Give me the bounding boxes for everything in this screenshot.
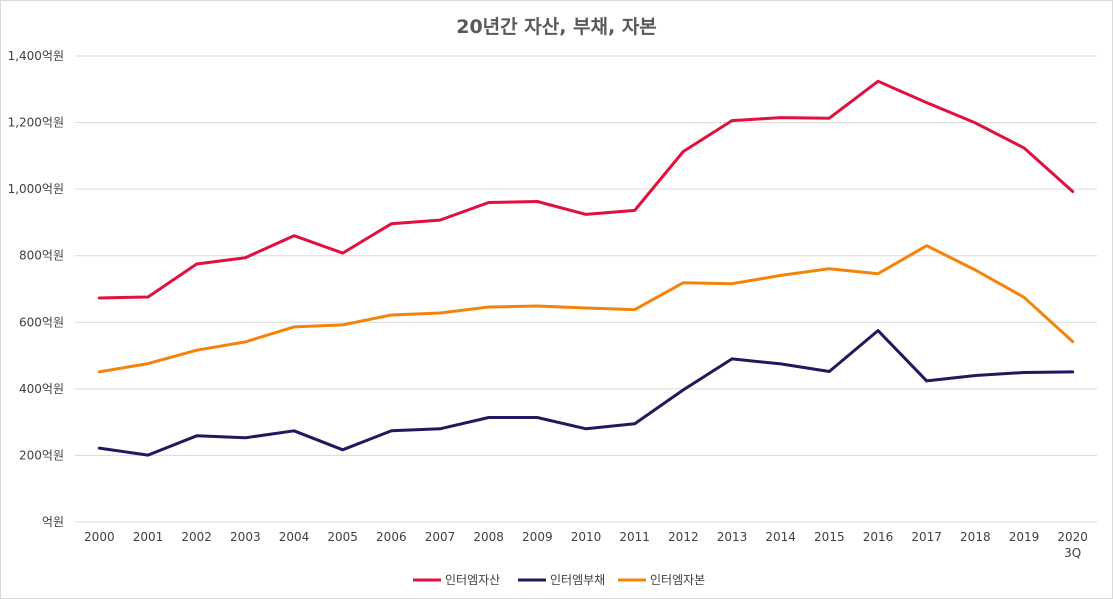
x-tick-label: 2002 [181,530,212,544]
grid-lines [75,55,1097,523]
x-tick-label: 2011 [619,530,650,544]
x-tick-label: 2009 [522,530,553,544]
legend-label-2: 인터엠자본 [650,573,705,587]
x-tick-label: 2006 [376,530,407,544]
y-tick-label: 1,000억원 [8,182,64,196]
x-tick-label: 2004 [279,530,310,544]
x-tick-label: 2018 [960,530,991,544]
x-tick-label: 2003 [230,530,261,544]
y-tick-label: 800억원 [19,249,64,263]
x-tick-label: 2012 [668,530,699,544]
series-line-0 [97,79,1075,300]
y-axis-ticks: 억원 200억원 400억원 600억원 800억원 1,000억원 1,200억원 1,40… [8,49,64,529]
y-tick-label: 400억원 [19,382,64,396]
x-tick-label: 2008 [473,530,504,544]
x-tick-label: 2007 [425,530,456,544]
x-tick-label: 2005 [327,530,358,544]
series-line-2 [97,244,1075,374]
x-tick-label: 2010 [571,530,602,544]
x-tick-label: 2013 [717,530,748,544]
x-tick-label: 2016 [863,530,894,544]
x-tick-label: 2015 [814,530,845,544]
series-lines [97,79,1075,457]
series-line-1 [97,329,1075,457]
x-axis-ticks: 2000 2001 2002 2003 2004 2005 2006 2007 2008 2009… [84,530,1088,560]
legend-label-1: 인터엠부채 [550,573,605,587]
y-tick-label: 1,400억원 [8,49,64,63]
x-tick-label: 2001 [133,530,164,544]
y-tick-label: 억원 [42,515,64,529]
y-tick-label: 200억원 [19,448,64,462]
chart-title: 20년간 자산, 부채, 자본 [456,16,657,38]
y-tick-label: 600억원 [19,315,64,329]
x-tick-label: 2020 3Q [1057,530,1088,560]
legend: 인터엠자산 인터엠부채 인터엠자본 [413,573,705,587]
y-tick-label: 1,200억원 [8,116,64,130]
legend-label-0: 인터엠자산 [445,573,500,587]
x-tick-label: 2017 [911,530,942,544]
x-tick-label: 2019 [1009,530,1040,544]
x-tick-label: 2014 [765,530,796,544]
x-tick-label: 2000 [84,530,115,544]
